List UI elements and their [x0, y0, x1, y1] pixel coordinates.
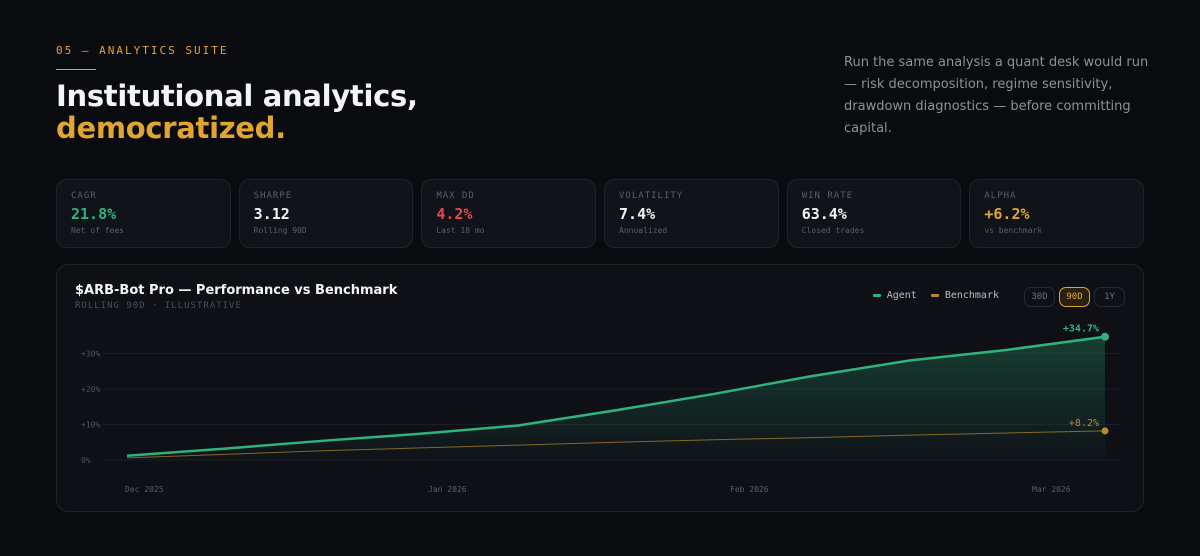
intro-paragraph: Run the same analysis a quant desk would…	[844, 55, 1149, 136]
stat-card-cagr: CAGR 21.8% Net of fees	[56, 179, 231, 248]
x-tick-label: Mar 2026	[1032, 485, 1071, 494]
range-selector: 30D 90D 1Y	[1024, 287, 1125, 307]
benchmark-end-point	[1101, 427, 1109, 435]
stat-value: +6.2%	[984, 205, 1030, 223]
range-button-1y[interactable]: 1Y	[1094, 287, 1125, 307]
stat-caption: Last 18 mo	[436, 226, 485, 235]
range-button-90d[interactable]: 90D	[1059, 287, 1090, 307]
y-tick-label: +30%	[81, 349, 100, 358]
chart-title: $ARB-Bot Pro — Performance vs Benchmark	[75, 283, 398, 298]
stat-value: 21.8%	[71, 205, 117, 223]
benchmark-end-label: +8.2%	[1069, 418, 1099, 429]
legend-item-benchmark[interactable]: Benchmark	[930, 290, 999, 301]
stat-value: 3.12	[253, 205, 290, 223]
chart-subtitle: ROLLING 90D · ILLUSTRATIVE	[75, 301, 242, 311]
agent-area-fill	[127, 336, 1105, 460]
x-tick-label: Feb 2026	[730, 485, 769, 494]
stat-card-max-dd: MAX DD 4.2% Last 18 mo	[421, 179, 597, 248]
performance-chart-card: 0% +10% +20% +30% Dec 2025 Jan 2026 Feb 2026 Ma…	[56, 264, 1144, 512]
x-tick-label: Dec 2025	[125, 485, 164, 494]
x-tick-label: Jan 2026	[428, 485, 467, 494]
section-eyebrow: 05 — ANALYTICS SUITE	[56, 44, 229, 57]
y-tick-label: +20%	[81, 385, 100, 394]
stat-card-win-rate: WIN RATE 63.4% Closed trades	[786, 179, 962, 248]
stat-label: MAX DD	[436, 191, 475, 201]
page-headline: Institutional analytics, democratized.	[56, 80, 418, 144]
stat-card-sharpe: SHARPE 3.12 Rolling 90D	[238, 179, 414, 248]
stats-row: CAGR 21.8% Net of fees SHARPE 3.12 Rolli…	[56, 179, 1145, 248]
y-tick-label: 0%	[81, 456, 91, 465]
benchmark-line	[126, 430, 1106, 459]
agent-end-point	[1101, 332, 1109, 341]
stat-value: 4.2%	[436, 205, 473, 223]
stat-label: SHARPE	[253, 191, 293, 201]
headline-line-1: Institutional analytics,	[56, 79, 418, 113]
stat-caption: vs benchmark	[984, 226, 1043, 235]
legend-label: Benchmark	[944, 290, 999, 301]
stat-caption: Closed trades	[801, 226, 865, 235]
stat-value: 63.4%	[801, 205, 847, 223]
y-tick-label: +10%	[81, 420, 100, 429]
agent-line	[126, 335, 1106, 457]
legend-swatch-benchmark	[930, 294, 939, 297]
stat-label: CAGR	[71, 191, 97, 201]
stat-card-alpha: ALPHA +6.2% vs benchmark	[969, 179, 1145, 248]
stat-card-volatility: VOLATILITY 7.4% Annualized	[604, 179, 779, 248]
legend-label: Agent	[886, 290, 917, 301]
legend-item-agent[interactable]: Agent	[872, 290, 917, 301]
stat-caption: Net of fees	[71, 226, 124, 235]
stat-caption: Annualized	[619, 226, 668, 235]
performance-chart: 0% +10% +20% +30% Dec 2025 Jan 2026 Feb 2026 Ma…	[81, 324, 1121, 494]
chart-legend: Agent Benchmark	[872, 290, 999, 301]
stat-label: WIN RATE	[801, 191, 854, 201]
stat-caption: Rolling 90D	[253, 226, 307, 235]
legend-swatch-agent	[872, 294, 881, 297]
stat-value: 7.4%	[619, 205, 656, 223]
agent-end-label: +34.7%	[1063, 324, 1099, 335]
headline-line-2: democratized.	[56, 111, 286, 145]
stat-label: ALPHA	[984, 191, 1017, 201]
range-button-30d[interactable]: 30D	[1024, 287, 1055, 307]
eyebrow-divider	[56, 69, 96, 70]
stat-label: VOLATILITY	[619, 191, 684, 201]
